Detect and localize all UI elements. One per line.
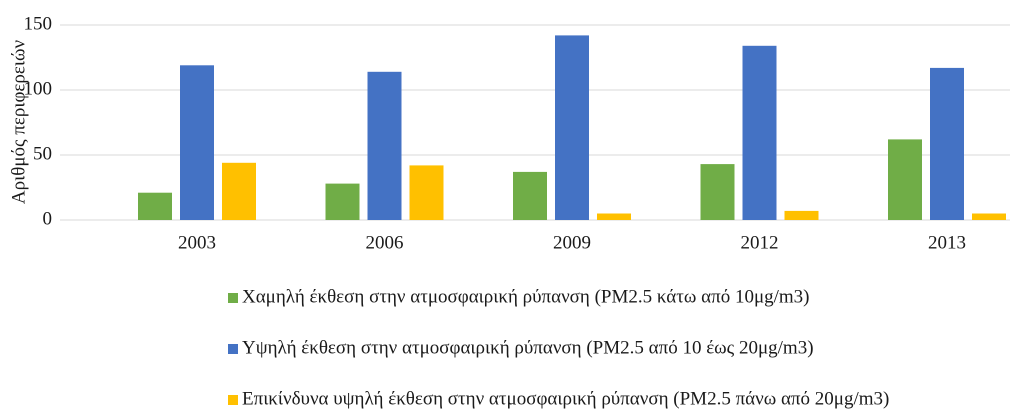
x-tick-label: 2012: [741, 232, 779, 253]
legend-label: Υψηλή έκθεση στην ατμοσφαιρική ρύπανση (…: [242, 337, 814, 358]
bar: [700, 164, 735, 220]
x-tick-label: 2013: [928, 232, 966, 253]
legend-swatch: [228, 395, 238, 405]
bar: [742, 45, 777, 220]
y-tick-label: 150: [24, 13, 53, 34]
legend-label: Χαμηλή έκθεση στην ατμοσφαιρική ρύπανση …: [242, 286, 810, 307]
legend-swatch: [228, 293, 238, 303]
legend-label: Επικίνδυνα υψηλή έκθεση στην ατμοσφαιρικ…: [242, 388, 889, 409]
bar: [888, 139, 922, 220]
bar: [180, 65, 214, 220]
y-tick-label: 50: [33, 143, 52, 164]
y-tick-label: 100: [24, 78, 53, 99]
legend-swatch: [228, 344, 238, 354]
x-tick-label: 2006: [366, 232, 404, 253]
y-tick-label: 0: [43, 208, 53, 229]
bar: [972, 213, 1006, 220]
bar: [784, 210, 819, 220]
x-tick-label: 2003: [178, 232, 216, 253]
bar: [409, 165, 444, 220]
bar: [513, 171, 547, 220]
bar: [367, 71, 402, 220]
bar: [930, 67, 964, 221]
bar: [597, 213, 631, 220]
x-tick-label: 2009: [553, 232, 591, 253]
bar: [138, 192, 172, 220]
bar: [325, 183, 360, 220]
bar: [555, 35, 589, 221]
y-axis-label: Αριθμός περιφερειών: [8, 40, 29, 205]
bar: [222, 162, 256, 220]
